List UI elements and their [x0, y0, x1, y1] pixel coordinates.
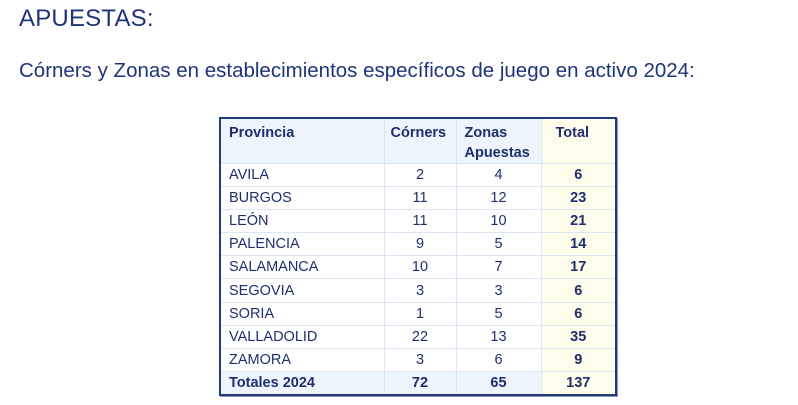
cell-zonas: 7 [456, 255, 542, 280]
cell-corners: 9 [384, 232, 457, 257]
cell-provincia: AVILA [221, 163, 385, 188]
table-row: ZAMORA 3 6 9 [221, 348, 615, 372]
totals-total: 137 [541, 371, 615, 394]
totals-corners: 72 [384, 371, 457, 394]
cell-provincia: BURGOS [221, 186, 385, 211]
cell-zonas: 4 [456, 163, 542, 188]
table-row: SEGOVIA 3 3 6 [221, 278, 615, 303]
cell-total: 23 [541, 186, 615, 211]
cell-corners: 11 [384, 186, 457, 211]
totals-row: Totales 2024 72 65 137 [221, 371, 615, 394]
header-zonas-apuestas: Zonas Apuestas [456, 119, 542, 164]
table-row: LEÓN 11 10 21 [221, 209, 615, 234]
table-row: PALENCIA 9 5 14 [221, 232, 615, 257]
cell-total: 9 [541, 348, 615, 372]
cell-zonas: 5 [456, 302, 542, 326]
apuestas-table-container: Provincia Córners Zonas Apuestas Total A… [219, 117, 617, 396]
page-subtitle: Córners y Zonas en establecimientos espe… [19, 59, 695, 82]
apuestas-table: Provincia Córners Zonas Apuestas Total A… [221, 119, 615, 394]
cell-corners: 2 [384, 163, 457, 188]
cell-corners: 10 [384, 255, 457, 280]
totals-zonas: 65 [456, 371, 542, 394]
cell-provincia: LEÓN [221, 209, 385, 234]
table-row: SALAMANCA 10 7 17 [221, 255, 615, 280]
cell-corners: 3 [384, 278, 457, 303]
table-row: AVILA 2 4 6 [221, 163, 615, 188]
cell-total: 17 [541, 255, 615, 280]
page-title: APUESTAS: [19, 5, 154, 32]
cell-provincia: VALLADOLID [221, 325, 385, 349]
header-corners: Córners [384, 119, 457, 164]
cell-zonas: 6 [456, 348, 542, 372]
cell-provincia: ZAMORA [221, 348, 385, 372]
header-total: Total [541, 119, 615, 164]
cell-provincia: PALENCIA [221, 232, 385, 257]
totals-label: Totales 2024 [221, 371, 385, 394]
header-provincia: Provincia [221, 119, 385, 164]
cell-provincia: SALAMANCA [221, 255, 385, 280]
table-row: SORIA 1 5 6 [221, 302, 615, 326]
table-row: BURGOS 11 12 23 [221, 186, 615, 211]
cell-corners: 1 [384, 302, 457, 326]
cell-total: 6 [541, 302, 615, 326]
cell-total: 35 [541, 325, 615, 349]
table-row: VALLADOLID 22 13 35 [221, 325, 615, 349]
cell-total: 6 [541, 278, 615, 303]
cell-zonas: 13 [456, 325, 542, 349]
cell-corners: 3 [384, 348, 457, 372]
cell-corners: 11 [384, 209, 457, 234]
cell-total: 6 [541, 163, 615, 188]
cell-corners: 22 [384, 325, 457, 349]
cell-zonas: 12 [456, 186, 542, 211]
cell-zonas: 3 [456, 278, 542, 303]
cell-provincia: SEGOVIA [221, 278, 385, 303]
cell-total: 21 [541, 209, 615, 234]
cell-total: 14 [541, 232, 615, 257]
cell-zonas: 5 [456, 232, 542, 257]
cell-provincia: SORIA [221, 302, 385, 326]
cell-zonas: 10 [456, 209, 542, 234]
table-header-row: Provincia Córners Zonas Apuestas Total [221, 119, 615, 164]
